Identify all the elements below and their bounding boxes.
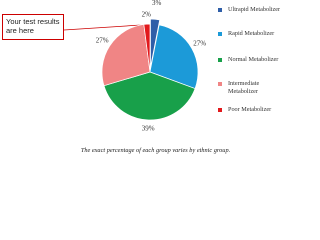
legend-item: Normal Metabolizer bbox=[218, 56, 290, 64]
slice-label: 27% bbox=[96, 37, 109, 45]
legend-label: Ultrapid Metabolizer bbox=[228, 6, 281, 13]
chart: 3% 27% 39% 27% 2% Your test results are here… bbox=[2, 0, 290, 154]
legend-label: Rapid Metabolizer bbox=[228, 30, 275, 37]
legend-swatch bbox=[218, 82, 222, 86]
caption: The exact percentage of each group varie… bbox=[80, 147, 231, 154]
legend-item: Rapid Metabolizer bbox=[218, 30, 290, 38]
legend-item: Intermediate Metabolizer bbox=[218, 80, 290, 95]
legend-swatch bbox=[218, 108, 222, 112]
slice-label: 3% bbox=[152, 0, 162, 7]
pie-slice bbox=[143, 23, 151, 73]
callout: Your test results are here bbox=[2, 14, 64, 40]
pie-slice bbox=[103, 71, 196, 121]
pie-slice bbox=[150, 18, 161, 68]
legend-label: Poor Metabolizer bbox=[228, 106, 272, 113]
slice-label: 27% bbox=[193, 40, 206, 48]
legend-label: Normal Metabolizer bbox=[228, 56, 279, 63]
legend-item: Ultrapid Metabolizer bbox=[218, 6, 290, 14]
legend-label: Intermediate Metabolizer bbox=[228, 80, 260, 95]
callout-arrow bbox=[63, 24, 142, 31]
pie-slice bbox=[101, 24, 151, 87]
pie-slice bbox=[149, 24, 199, 90]
pie-canvas: 3% 27% 39% 27% 2% bbox=[63, 0, 206, 133]
legend-swatch bbox=[218, 58, 222, 62]
slice-label: 2% bbox=[142, 11, 152, 19]
slice-label: 39% bbox=[142, 125, 155, 133]
legend-swatch bbox=[218, 8, 222, 12]
legend-item: Poor Metabolizer bbox=[218, 106, 290, 114]
legend-swatch bbox=[218, 32, 222, 36]
